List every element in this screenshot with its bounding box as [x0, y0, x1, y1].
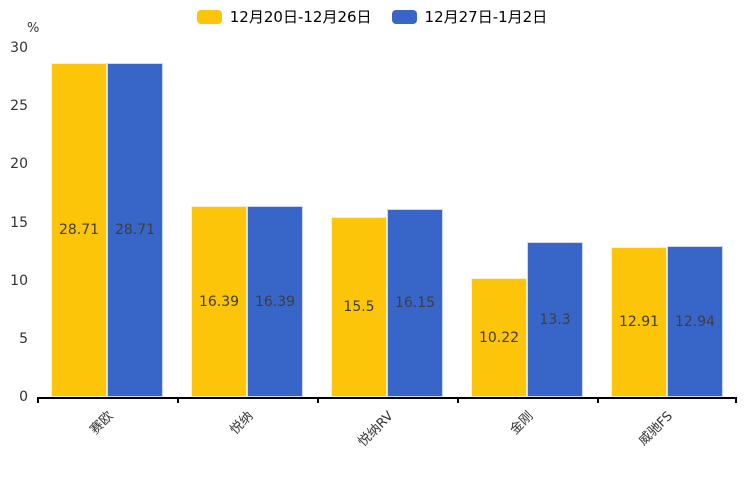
bar-series2-威驰FS: 12.94: [667, 246, 723, 397]
bar-value-label: 28.71: [58, 222, 100, 238]
legend-label-week2: 12月27日-1月2日: [424, 8, 548, 26]
bar-value-label: 16.15: [394, 295, 436, 312]
legend-swatch-blue-icon: [391, 10, 417, 24]
y-axis-tick-label: 25: [10, 98, 28, 115]
bar-value-label: 28.71: [114, 222, 156, 238]
bar-series1-悦纳RV: 15.5: [331, 216, 387, 397]
bar-value-label: 12.94: [674, 313, 716, 330]
x-axis-tick-mark: [177, 397, 179, 403]
bar-value-label: 16.39: [254, 293, 296, 310]
legend-item-week2[interactable]: 12月27日-1月2日: [391, 7, 548, 27]
bar-series1-金刚: 10.22: [471, 278, 527, 397]
legend: 12月20日-12月26日 12月27日-1月2日: [0, 7, 744, 27]
x-axis-line: [37, 397, 737, 399]
legend-swatch-yellow-icon: [196, 10, 222, 24]
y-axis-tick-label: 5: [19, 330, 28, 347]
x-axis-category-label: 悦纳: [227, 408, 257, 438]
bar-value-label: 12.91: [618, 313, 660, 330]
y-axis-tick-label: 10: [10, 272, 28, 289]
bar-series2-赛欧: 28.71: [107, 63, 163, 397]
x-axis-category-label: 威驰FS: [636, 408, 677, 449]
x-axis-tick-mark: [735, 397, 737, 403]
legend-item-week1[interactable]: 12月20日-12月26日: [196, 7, 372, 27]
bar-value-label: 13.3: [539, 311, 571, 328]
x-axis-category-label: 悦纳RV: [355, 408, 397, 450]
bar-value-label: 10.22: [478, 329, 520, 346]
bar-series1-悦纳: 16.39: [191, 206, 247, 397]
bar-series1-赛欧: 28.71: [51, 63, 107, 397]
bar-value-label: 15.5: [343, 298, 375, 315]
y-axis-tick-label: 15: [10, 214, 28, 231]
x-axis-tick-mark: [37, 397, 39, 403]
x-axis-tick-mark: [457, 397, 459, 403]
bar-series2-金刚: 13.3: [527, 242, 583, 397]
plot-area: 0 5 10 15 20 25 30 28.71 16.39 15.5 10.22 12.91 28.7…: [10, 41, 737, 450]
y-axis-unit-label: %: [27, 21, 40, 36]
bar-series2-悦纳RV: 16.15: [387, 209, 443, 397]
bar-value-label: 16.39: [198, 293, 240, 310]
bar-series1-威驰FS: 12.91: [611, 246, 667, 397]
y-axis-tick-label: 0: [19, 389, 28, 405]
x-axis-tick-mark: [597, 397, 599, 403]
bar-series2-悦纳: 16.39: [247, 206, 303, 397]
legend-label-week1: 12月20日-12月26日: [229, 8, 372, 26]
x-axis-category-label: 赛欧: [87, 408, 117, 438]
x-axis-category-label: 金刚: [507, 408, 537, 438]
x-axis-tick-mark: [317, 397, 319, 403]
y-axis-tick-label: 20: [10, 156, 28, 173]
y-axis-tick-label: 30: [10, 40, 28, 56]
